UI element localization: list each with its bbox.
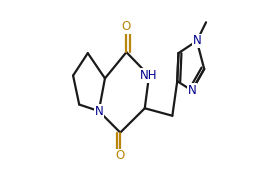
Text: N: N [94,105,103,118]
Text: O: O [116,149,125,162]
Text: NH: NH [140,69,158,82]
Text: N: N [188,84,196,97]
Text: O: O [122,21,131,33]
Text: N: N [193,35,201,47]
